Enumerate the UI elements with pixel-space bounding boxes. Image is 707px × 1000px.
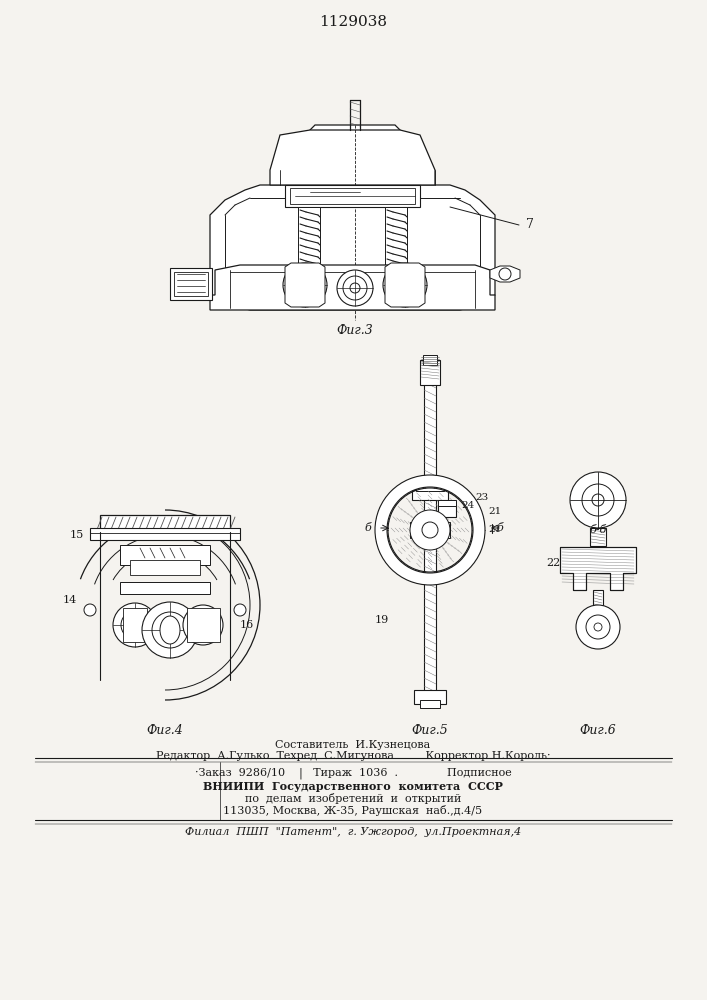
Circle shape xyxy=(582,484,614,516)
Text: 16: 16 xyxy=(240,620,254,630)
Circle shape xyxy=(130,620,140,630)
Bar xyxy=(298,207,320,272)
Text: 22: 22 xyxy=(546,558,560,568)
Text: б: б xyxy=(496,523,503,533)
Bar xyxy=(420,700,440,708)
Bar xyxy=(593,590,603,612)
Circle shape xyxy=(570,472,626,528)
Polygon shape xyxy=(123,608,147,642)
Bar xyxy=(90,528,240,540)
Polygon shape xyxy=(210,185,495,310)
Circle shape xyxy=(234,604,246,616)
Text: 1129038: 1129038 xyxy=(319,15,387,29)
Polygon shape xyxy=(187,608,220,642)
Text: Фиг.3: Фиг.3 xyxy=(337,324,373,336)
Circle shape xyxy=(163,623,177,637)
Circle shape xyxy=(291,271,319,299)
Bar xyxy=(120,582,210,594)
Circle shape xyxy=(350,283,360,293)
Bar xyxy=(170,268,212,300)
Circle shape xyxy=(410,510,450,550)
Circle shape xyxy=(343,276,367,300)
Text: 7: 7 xyxy=(526,219,534,232)
Bar xyxy=(130,560,200,575)
Text: б: б xyxy=(365,523,371,533)
Text: 21: 21 xyxy=(489,508,502,516)
Bar xyxy=(320,135,390,160)
Circle shape xyxy=(499,268,511,280)
Circle shape xyxy=(152,612,188,648)
Bar xyxy=(385,207,407,272)
Bar xyxy=(438,500,456,506)
Text: 15: 15 xyxy=(70,530,84,540)
Circle shape xyxy=(84,604,96,616)
Bar xyxy=(100,515,230,533)
Text: Составитель  И.Кузнецова: Составитель И.Кузнецова xyxy=(275,740,431,750)
Bar xyxy=(423,355,437,365)
Polygon shape xyxy=(310,125,400,170)
Text: ВНИИПИ  Государственного  комитета  СССР: ВНИИПИ Государственного комитета СССР xyxy=(203,782,503,792)
Text: 19: 19 xyxy=(375,615,389,625)
Text: 24: 24 xyxy=(462,502,474,510)
Polygon shape xyxy=(490,266,520,282)
Wedge shape xyxy=(375,475,485,585)
Polygon shape xyxy=(210,265,495,310)
Circle shape xyxy=(283,263,327,307)
Text: 23: 23 xyxy=(475,493,489,502)
Polygon shape xyxy=(285,263,325,307)
Ellipse shape xyxy=(160,616,180,644)
Polygon shape xyxy=(385,263,425,307)
Text: Редактор  А.Гулько  Техред  С.Мигунова         Корректор Н.Король·: Редактор А.Гулько Техред С.Мигунова Корр… xyxy=(156,751,550,761)
Circle shape xyxy=(337,270,373,306)
Bar xyxy=(285,185,420,207)
Text: Фиг.4: Фиг.4 xyxy=(146,724,183,736)
Circle shape xyxy=(113,603,157,647)
Circle shape xyxy=(399,279,411,291)
Bar xyxy=(414,690,446,704)
Text: Фиг.5: Фиг.5 xyxy=(411,724,448,736)
Circle shape xyxy=(142,602,198,658)
Text: Фиг.6: Фиг.6 xyxy=(580,724,617,736)
Text: по  делам  изобретений  и  открытий: по делам изобретений и открытий xyxy=(245,794,461,804)
Circle shape xyxy=(183,605,223,645)
Text: Филиал  ПШП  "Патент",  г. Ужгород,  ул.Проектная,4: Филиал ПШП "Патент", г. Ужгород, ул.Прое… xyxy=(185,827,521,837)
Circle shape xyxy=(121,611,149,639)
Bar xyxy=(424,380,436,700)
Circle shape xyxy=(586,615,610,639)
Circle shape xyxy=(592,494,604,506)
Text: 21: 21 xyxy=(489,526,502,534)
Circle shape xyxy=(594,623,602,631)
Circle shape xyxy=(391,271,419,299)
Bar xyxy=(290,188,415,204)
Text: б-б: б-б xyxy=(590,525,607,535)
Circle shape xyxy=(299,279,311,291)
Circle shape xyxy=(422,522,438,538)
Bar xyxy=(412,490,448,500)
Bar xyxy=(410,522,450,538)
Text: 14: 14 xyxy=(63,595,77,605)
Text: 113035, Москва, Ж-35, Раушская  наб.,д.4/5: 113035, Москва, Ж-35, Раушская наб.,д.4/… xyxy=(223,806,483,816)
Circle shape xyxy=(191,613,215,637)
Bar xyxy=(174,272,208,296)
Circle shape xyxy=(576,605,620,649)
Bar xyxy=(590,528,606,546)
Text: ·Заказ  9286/10    |   Тираж  1036  .              Подписное: ·Заказ 9286/10 | Тираж 1036 . Подписное xyxy=(194,767,511,779)
Polygon shape xyxy=(560,547,636,590)
Circle shape xyxy=(383,263,427,307)
Bar xyxy=(416,485,444,491)
Polygon shape xyxy=(270,130,435,185)
Bar xyxy=(120,545,210,565)
Bar xyxy=(420,360,440,385)
Bar xyxy=(438,505,456,517)
